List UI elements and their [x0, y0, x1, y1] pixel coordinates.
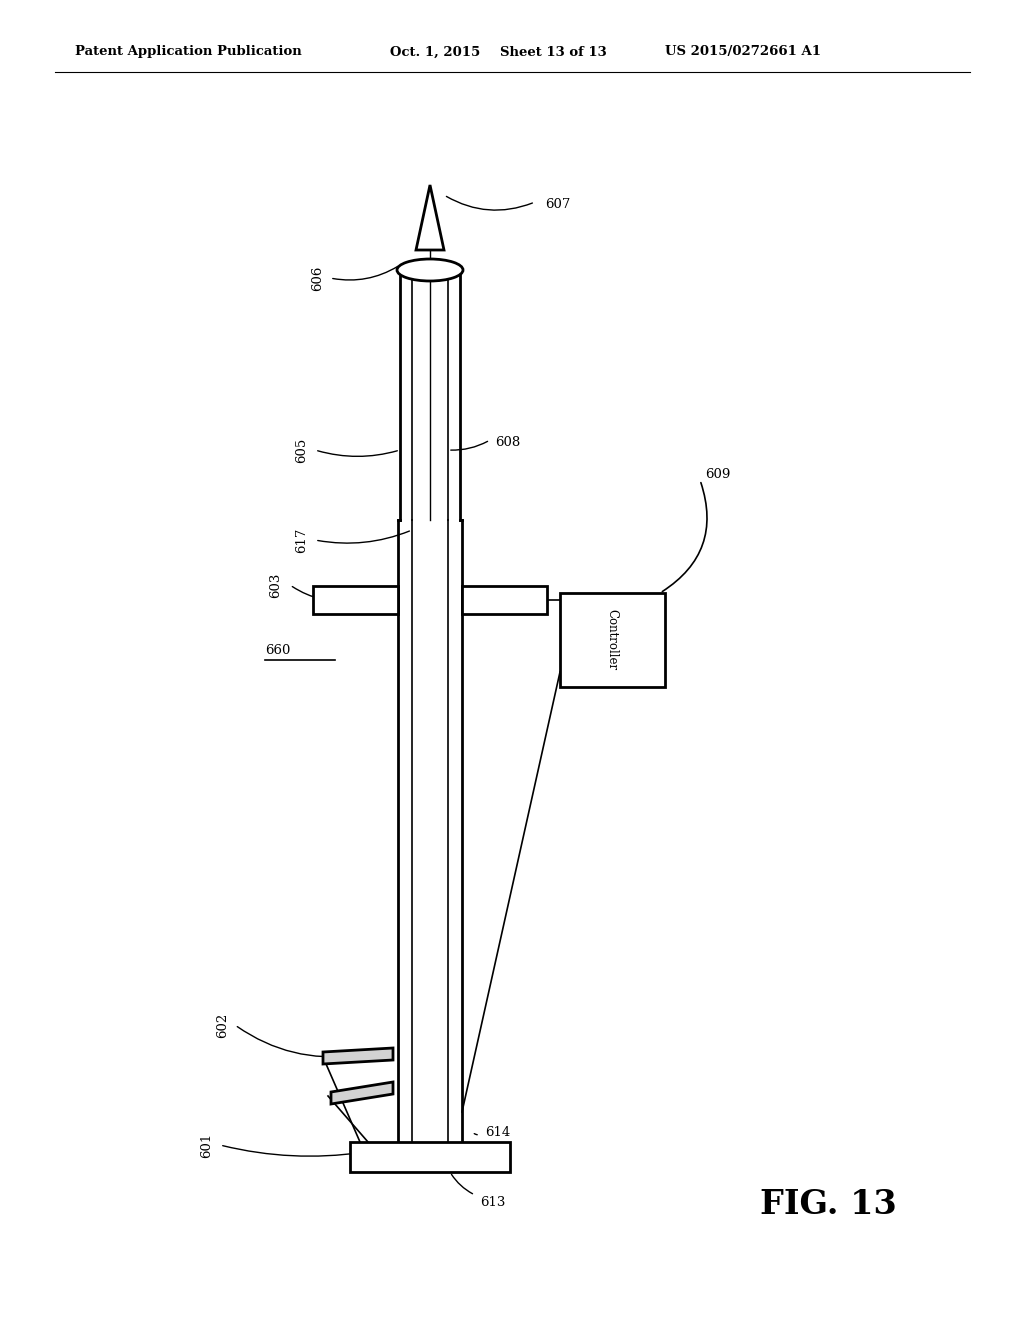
Text: 607: 607 — [545, 198, 570, 211]
Ellipse shape — [397, 259, 463, 281]
Text: Oct. 1, 2015: Oct. 1, 2015 — [390, 45, 480, 58]
Text: 614: 614 — [485, 1126, 510, 1138]
Text: 606: 606 — [311, 265, 325, 290]
Text: 602: 602 — [216, 1012, 229, 1038]
Polygon shape — [331, 1082, 393, 1104]
Text: 601: 601 — [201, 1133, 213, 1158]
Text: 608: 608 — [495, 436, 520, 449]
Text: 613: 613 — [480, 1196, 506, 1209]
Polygon shape — [560, 593, 665, 686]
Text: 609: 609 — [705, 469, 730, 482]
Text: FIG. 13: FIG. 13 — [760, 1188, 897, 1221]
Text: 603: 603 — [269, 573, 283, 598]
Polygon shape — [323, 1048, 393, 1064]
Polygon shape — [350, 1142, 510, 1172]
Polygon shape — [462, 586, 547, 614]
Text: US 2015/0272661 A1: US 2015/0272661 A1 — [665, 45, 821, 58]
Text: 605: 605 — [296, 437, 308, 462]
Text: Patent Application Publication: Patent Application Publication — [75, 45, 302, 58]
Text: 660: 660 — [265, 644, 291, 656]
Text: 617: 617 — [296, 527, 308, 553]
Text: Controller: Controller — [605, 610, 618, 671]
Text: Sheet 13 of 13: Sheet 13 of 13 — [500, 45, 607, 58]
Polygon shape — [313, 586, 398, 614]
Polygon shape — [416, 185, 444, 249]
